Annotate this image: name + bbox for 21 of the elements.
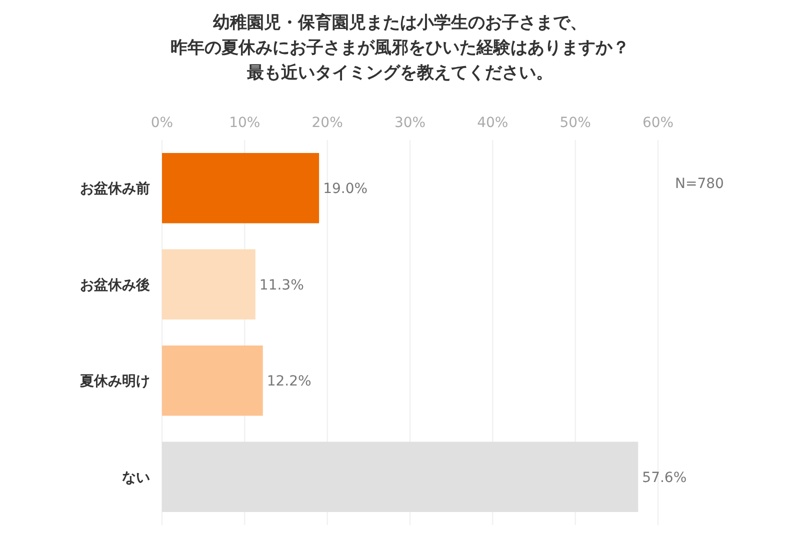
x-tick-label: 60% (642, 115, 674, 131)
y-tick-label: お盆休み後 (80, 277, 150, 294)
x-tick-label: 10% (229, 115, 260, 131)
bar (162, 152, 320, 224)
y-tick-label: お盆休み前 (80, 181, 150, 198)
bar (162, 442, 638, 512)
bar (162, 345, 263, 416)
data-label: 57.6% (642, 470, 687, 486)
x-tick-label: 30% (394, 115, 426, 131)
data-label: 12.2% (266, 374, 312, 390)
y-tick-label: 夏休み明け (79, 374, 150, 390)
x-tick-label: 50% (560, 115, 591, 131)
bar (162, 249, 256, 320)
y-tick-label: ない (122, 470, 150, 486)
chart-title: 幼稚園児・保育園児または小学生のお子さまで、昨年の夏休みにお子さまが風邪をひいた経験はありますか？最も近いタイミングを教えてください。 (170, 12, 630, 83)
data-label: 11.3% (259, 277, 304, 294)
x-tick-label: 40% (477, 115, 508, 131)
x-tick-label: 0% (150, 115, 174, 131)
data-label: 19.0% (323, 181, 368, 198)
x-tick-label: 20% (312, 115, 343, 131)
text: N=780 (675, 176, 724, 192)
